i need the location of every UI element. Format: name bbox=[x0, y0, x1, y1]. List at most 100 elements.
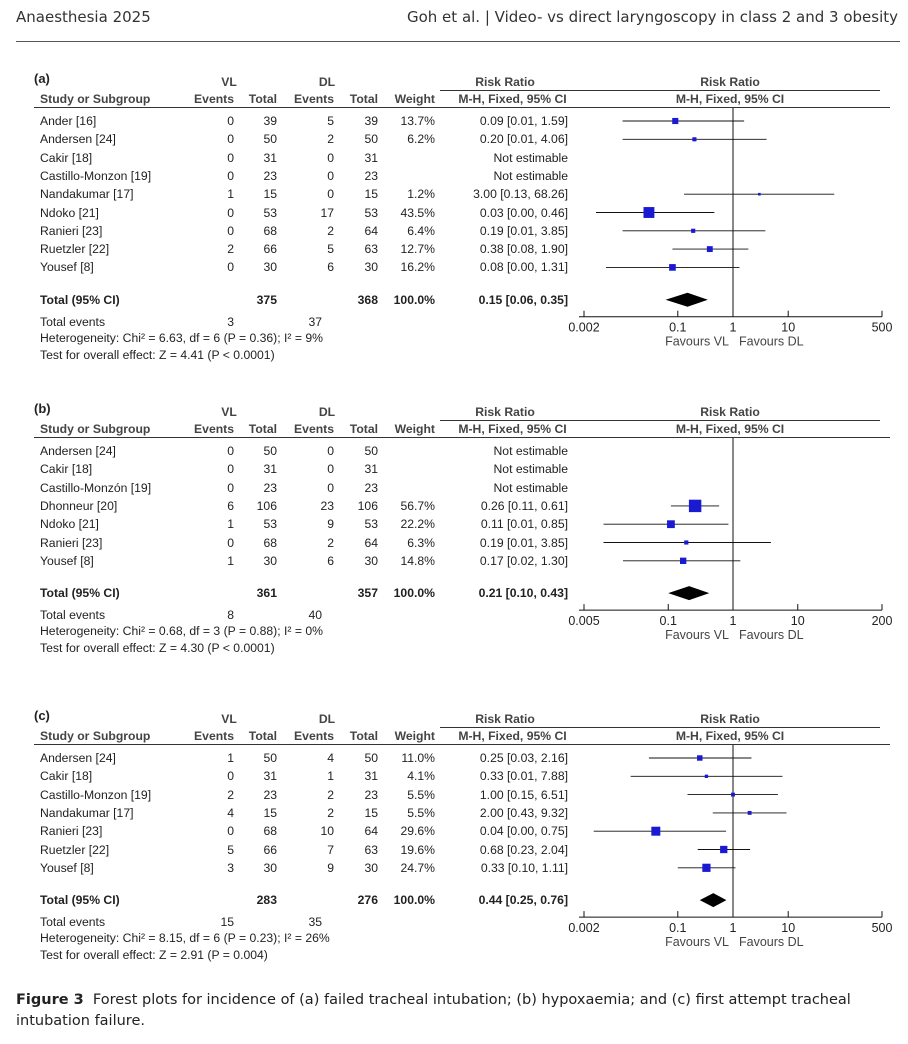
favours-dl-label: Favours DL bbox=[739, 335, 804, 349]
total-dl: 276 bbox=[357, 893, 378, 908]
total-events-vl: 15 bbox=[220, 915, 234, 930]
point-estimate bbox=[697, 755, 703, 761]
study-weight: 16.2% bbox=[400, 260, 435, 275]
dl-total: 50 bbox=[364, 751, 378, 765]
study-name: Castillo-Monzón [19] bbox=[40, 480, 152, 495]
vl-total: 53 bbox=[263, 517, 277, 532]
vl-events: 0 bbox=[227, 480, 234, 495]
total-events-dl: 35 bbox=[308, 915, 322, 930]
panel-label: (a) bbox=[34, 71, 50, 86]
panel-b: (b) VL DL Risk Ratio Risk Ratio Study or Subg… bbox=[0, 400, 908, 700]
dl-total: 64 bbox=[364, 223, 378, 238]
dl-events: 9 bbox=[327, 860, 334, 875]
study-weight: 11.0% bbox=[401, 751, 435, 765]
dl-events: 2 bbox=[327, 132, 334, 147]
risk-ratio-ci: 3.00 [0.13, 68.26] bbox=[473, 187, 568, 202]
study-name: Ranieri [23] bbox=[40, 223, 103, 238]
dl-events: 17 bbox=[320, 205, 334, 220]
dl-total: 23 bbox=[364, 787, 378, 802]
total-events-label: Total events bbox=[40, 608, 106, 623]
header-dl: DL bbox=[318, 75, 336, 89]
vl-events: 0 bbox=[227, 535, 234, 550]
total-dl: 357 bbox=[357, 586, 378, 601]
vl-events: 1 bbox=[227, 751, 234, 765]
point-estimate bbox=[643, 207, 655, 218]
header-vl: VL bbox=[221, 405, 237, 419]
study-weight: 6.2% bbox=[407, 132, 435, 147]
point-estimate bbox=[720, 845, 728, 854]
vl-events: 0 bbox=[227, 205, 234, 220]
risk-ratio-ci: 0.68 [0.23, 2.04] bbox=[479, 842, 568, 857]
header-rr-method: M-H, Fixed, 95% CI bbox=[458, 92, 567, 106]
study-weight: 5.5% bbox=[407, 787, 435, 802]
header-vl-total: Total bbox=[248, 422, 277, 436]
tick-label: 0.1 bbox=[669, 921, 686, 935]
panel-a: (a) VL DL Risk Ratio Risk Ratio Study or Subg… bbox=[0, 70, 908, 370]
vl-total: 50 bbox=[263, 751, 277, 765]
study-name: Nandakumar [17] bbox=[40, 805, 134, 820]
header-dl-total: Total bbox=[349, 729, 378, 743]
vl-events: 0 bbox=[227, 223, 234, 238]
pooled-diamond bbox=[665, 292, 708, 307]
vl-total: 68 bbox=[263, 223, 277, 238]
tick-label: 500 bbox=[872, 921, 893, 935]
header-rr-method: M-H, Fixed, 95% CI bbox=[458, 729, 567, 743]
risk-ratio-ci: 0.33 [0.10, 1.11] bbox=[480, 860, 568, 875]
pooled-diamond bbox=[699, 893, 727, 908]
running-title: Goh et al. | Video- vs direct laryngosco… bbox=[406, 8, 898, 26]
vl-events: 0 bbox=[227, 150, 234, 165]
dl-events: 10 bbox=[320, 824, 334, 839]
favours-dl-label: Favours DL bbox=[739, 935, 804, 949]
dl-total: 39 bbox=[364, 114, 378, 128]
header-weight: Weight bbox=[394, 92, 435, 106]
tick-label: 0.002 bbox=[568, 321, 599, 335]
total-vl: 375 bbox=[256, 292, 277, 307]
header-weight: Weight bbox=[394, 729, 435, 743]
total-events-label: Total events bbox=[40, 314, 106, 329]
risk-ratio-ci: 0.20 [0.01, 4.06] bbox=[479, 132, 568, 147]
tick-label: 500 bbox=[872, 321, 893, 335]
point-estimate bbox=[706, 246, 713, 253]
dl-events: 6 bbox=[327, 553, 334, 568]
total-risk-ratio: 0.44 [0.25, 0.76] bbox=[478, 893, 568, 908]
header-dl-total: Total bbox=[349, 92, 378, 106]
header-plot-title: Risk Ratio bbox=[700, 712, 760, 726]
heterogeneity: Heterogeneity: Chi² = 8.15, df = 6 (P = … bbox=[40, 931, 330, 946]
header-plot-method: M-H, Fixed, 95% CI bbox=[675, 92, 785, 106]
dl-total: 23 bbox=[364, 480, 378, 495]
tick-label: 200 bbox=[872, 614, 893, 628]
dl-events: 4 bbox=[327, 751, 334, 765]
risk-ratio-ci: Not estimable bbox=[493, 480, 568, 495]
vl-total: 50 bbox=[263, 444, 277, 458]
vl-events: 0 bbox=[227, 769, 234, 784]
pooled-diamond bbox=[668, 586, 710, 601]
dl-events: 5 bbox=[327, 114, 334, 128]
header-dl: DL bbox=[318, 405, 336, 419]
header-bottom-rule bbox=[34, 744, 890, 745]
dl-total: 31 bbox=[364, 462, 378, 477]
dl-events: 2 bbox=[327, 223, 334, 238]
header-study: Study or Subgroup bbox=[40, 729, 151, 743]
vl-total: 53 bbox=[263, 205, 277, 220]
total-label: Total (95% CI) bbox=[40, 292, 120, 307]
header-vl: VL bbox=[221, 712, 237, 726]
study-weight: 6.4% bbox=[407, 223, 435, 238]
study-weight: 22.2% bbox=[400, 517, 435, 532]
vl-total: 106 bbox=[256, 498, 277, 513]
vl-total: 30 bbox=[263, 860, 277, 875]
vl-events: 3 bbox=[227, 860, 234, 875]
dl-total: 30 bbox=[364, 860, 378, 875]
point-estimate bbox=[691, 228, 696, 233]
study-name: Ranieri [23] bbox=[40, 824, 103, 839]
dl-total: 64 bbox=[364, 824, 378, 839]
dl-total: 106 bbox=[357, 498, 378, 513]
study-name: Ander [16] bbox=[40, 114, 97, 128]
dl-total: 31 bbox=[364, 150, 378, 165]
dl-total: 50 bbox=[364, 132, 378, 147]
study-weight: 24.7% bbox=[400, 860, 435, 875]
study-name: Andersen [24] bbox=[40, 751, 116, 765]
dl-total: 23 bbox=[364, 168, 378, 183]
study-name: Ruetzler [22] bbox=[40, 842, 110, 857]
dl-total: 15 bbox=[364, 187, 378, 202]
point-estimate bbox=[679, 557, 687, 564]
